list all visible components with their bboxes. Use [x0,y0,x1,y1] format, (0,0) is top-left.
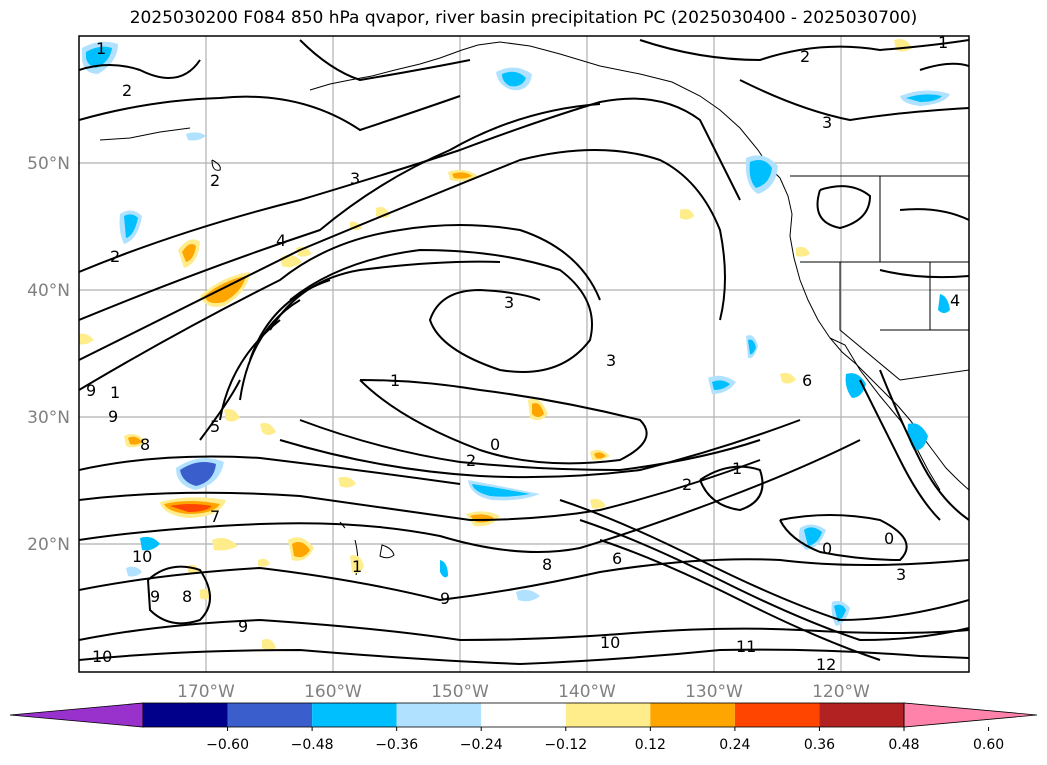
coastlines [99,41,969,576]
contour-label: 1 [938,33,948,52]
contour-label: 2 [122,81,132,100]
contour-label: 0 [822,539,832,558]
colorbar-bin [819,703,904,727]
colorbar-bin [312,703,397,727]
contour-label: 9 [108,407,118,426]
contour-label: 6 [612,549,622,568]
lon-label: 120°W [812,682,870,702]
contour-label: 8 [140,435,150,454]
colorbar-bin [396,703,482,727]
contour-label: 5 [210,417,220,436]
colorbar-tick-label: 0.36 [804,737,835,753]
contour-label: 3 [822,113,832,132]
lat-label: 30°N [27,408,70,428]
contour-label: 8 [542,555,552,574]
colorbar-tick-label: 0.48 [888,737,919,753]
contour-label: 6 [802,371,812,390]
contour-label: 3 [606,351,616,370]
colorbar-tick-label: 0.12 [635,737,666,753]
contour-label: 4 [276,231,286,250]
contour-label: 9 [440,589,450,608]
lon-label: 150°W [431,682,489,702]
contour-labels: 1 2 2 3 1 2 2 3 4 3 3 1 0 2 5 7 9 8 9 10… [86,33,960,674]
contour-label: 7 [210,507,220,526]
contour-label: 2 [110,247,120,266]
colorbar-bin [734,703,820,727]
contour-label: 8 [182,587,192,606]
colorbar-bin [227,703,313,727]
contour-label: 0 [884,529,894,548]
contour-label: 2 [682,475,692,494]
contour-label: 2 [466,451,476,470]
colorbar-border [142,702,905,728]
latitude-labels: 50°N 40°N 30°N 20°N [27,154,70,555]
contour-label: 10 [92,647,112,666]
contour-label: 3 [504,293,514,312]
lon-label: 130°W [685,682,743,702]
contour-label: 4 [950,291,960,310]
map-border [78,35,970,673]
colorbar-extend-low [9,702,144,728]
gridlines [79,36,969,672]
contour-label: 12 [816,655,836,674]
colorbar-tick-label: −0.60 [206,737,249,753]
contour-label: 9 [238,617,248,636]
lat-label: 50°N [27,154,70,174]
colorbar-bin [650,703,735,727]
contour-label: 9 [86,381,96,400]
colorbar-bin [481,703,566,727]
colorbar: −0.60 −0.48 −0.36 −0.24 −0.12 0.12 0.24 0.36 0.4… [9,702,1038,753]
map-panel [79,36,969,672]
lat-label: 20°N [27,535,70,555]
colorbar-tick-label: −0.12 [544,737,587,753]
contour-label: 1 [110,383,120,402]
colorbar-tick-label: −0.24 [460,737,503,753]
political-borders [790,175,969,381]
contour-label: 1 [390,371,400,390]
map-title: 2025030200 F084 850 hPa qvapor, river ba… [129,8,918,28]
contour-label: 1 [352,557,362,576]
colorbar-bin [143,703,228,727]
contour-label: 3 [896,565,906,584]
colorbar-tick-label: −0.36 [375,737,418,753]
qvapor-contours [79,39,969,666]
contour-label: 2 [210,171,220,190]
lon-label: 140°W [558,682,616,702]
lon-label: 160°W [304,682,362,702]
contour-label: 1 [96,39,106,58]
contour-label: 10 [132,547,152,566]
colorbar-bin [565,703,651,727]
contour-label: 10 [600,633,620,652]
colorbar-tick-label: −0.48 [291,737,334,753]
colorbar-tick-label: 0.24 [719,737,750,753]
lon-label: 170°W [177,682,235,702]
longitude-labels: 170°W 160°W 150°W 140°W 130°W 120°W [177,682,870,702]
contour-label: 11 [736,637,756,656]
contour-label: 1 [732,459,742,478]
contour-label: 0 [490,435,500,454]
colorbar-extend-high [903,702,1038,728]
colorbar-tick-label: 0.60 [973,737,1004,753]
contour-label: 9 [150,587,160,606]
contour-label: 3 [350,169,360,188]
lat-label: 40°N [27,281,70,301]
contour-label: 2 [800,47,810,66]
